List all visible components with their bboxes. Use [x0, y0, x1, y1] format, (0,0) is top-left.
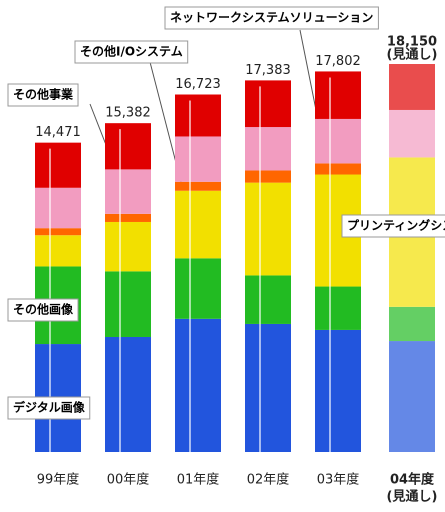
bar-segment — [35, 228, 81, 236]
bar-segment — [245, 170, 291, 183]
bar-segment — [245, 127, 291, 171]
bar-segment — [389, 64, 435, 110]
bar-segment — [245, 323, 291, 452]
bar-segment — [175, 190, 221, 259]
total-label: 18,150 — [387, 35, 437, 50]
callout-box — [7, 396, 91, 420]
bar-segment — [105, 123, 151, 170]
bar-segment — [105, 169, 151, 214]
bar-segment — [315, 71, 361, 119]
callout-box — [7, 83, 79, 107]
callout-box — [164, 6, 379, 30]
forecast-note: (見通し) — [387, 489, 438, 505]
x-tick-label: 01年度 — [177, 472, 220, 488]
x-tick-label: 03年度 — [317, 472, 360, 488]
total-label: 17,383 — [245, 63, 291, 78]
bar-segment — [35, 187, 81, 229]
total-label: 16,723 — [175, 77, 221, 92]
bar-segment — [175, 136, 221, 182]
bar-segment — [389, 306, 435, 342]
total-label: 15,382 — [105, 106, 151, 121]
bar-segment — [105, 213, 151, 222]
bar-segment — [105, 336, 151, 452]
bar-segment — [175, 181, 221, 191]
x-tick-label: 02年度 — [247, 472, 290, 488]
bar-segment — [245, 275, 291, 324]
bar-segment — [35, 235, 81, 267]
bar-segment — [175, 258, 221, 319]
legend-label: ネットワークシステムソリューション — [170, 11, 373, 25]
bar-segment — [245, 182, 291, 276]
legend-label: プリンティングシステム — [347, 218, 445, 233]
callout-box — [7, 298, 79, 322]
bar-segment — [175, 94, 221, 137]
bar-segment — [105, 221, 151, 272]
x-tick-label: 00年度 — [107, 472, 150, 488]
legend-label: その他I/Oシステム — [80, 44, 183, 59]
bar-segment — [389, 341, 435, 452]
forecast-tint — [389, 64, 435, 452]
bar-segment — [315, 163, 361, 175]
callout-box — [74, 40, 189, 64]
callout-box — [341, 214, 445, 238]
bar-segment — [315, 118, 361, 164]
legend-label: デジタル画像 — [13, 400, 86, 415]
legend-label: その他画像 — [13, 302, 74, 317]
bar-segment — [315, 329, 361, 452]
bar-segment — [245, 80, 291, 128]
bar-segment — [175, 318, 221, 452]
x-tick-label: 04年度 — [390, 472, 435, 488]
legend-label: その他事業 — [13, 87, 74, 102]
forecast-note: (見通し) — [387, 47, 438, 63]
bar-segment — [315, 286, 361, 330]
bar-segment — [105, 271, 151, 337]
bar-segment — [389, 109, 435, 158]
total-label: 14,471 — [35, 125, 81, 140]
x-tick-label: 99年度 — [37, 472, 80, 488]
total-label: 17,802 — [315, 54, 361, 69]
bar-segment — [35, 142, 81, 188]
